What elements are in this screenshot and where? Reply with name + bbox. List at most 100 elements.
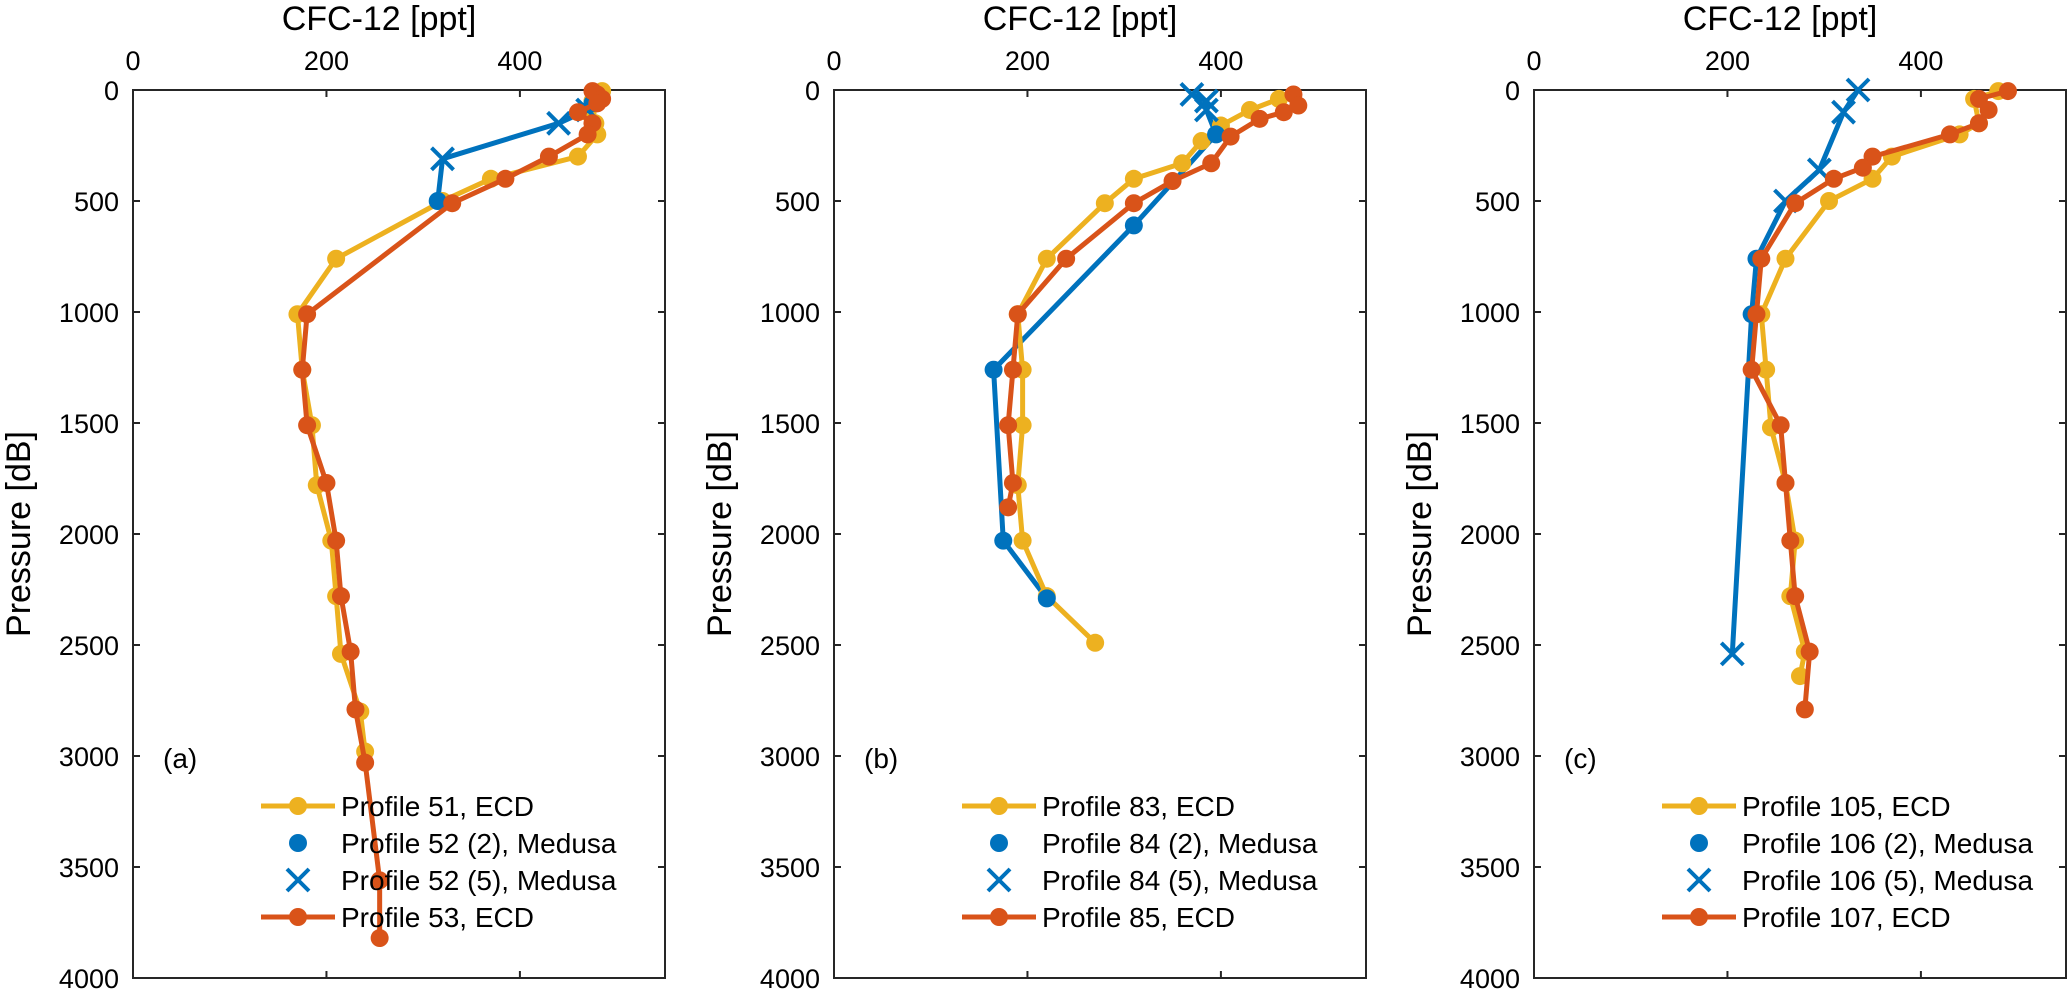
legend-entry: Profile 83, ECD xyxy=(1042,791,1235,822)
legend-entry: Profile 51, ECD xyxy=(341,791,534,822)
legend-entry: Profile 85, ECD xyxy=(1042,902,1235,933)
legend-marker xyxy=(289,834,307,852)
data-point xyxy=(1008,305,1027,324)
data-point xyxy=(1795,700,1814,719)
x-axis-title: CFC-12 [ppt] xyxy=(282,0,477,38)
data-point xyxy=(994,531,1013,550)
data-point xyxy=(356,753,375,772)
data-point xyxy=(1207,125,1226,144)
data-point xyxy=(1124,194,1143,213)
y-tick-label: 500 xyxy=(775,187,820,217)
data-point xyxy=(1757,360,1776,379)
panel-label: (c) xyxy=(1564,743,1597,774)
x-tick-label: 400 xyxy=(1198,46,1243,76)
legend-marker xyxy=(986,867,1012,893)
series-line-0 xyxy=(1015,96,1280,645)
y-tick-label: 0 xyxy=(805,76,820,106)
data-point xyxy=(1979,100,1998,119)
y-axis-title: Pressure [dB] xyxy=(701,431,739,637)
data-point xyxy=(539,147,558,166)
data-point-x xyxy=(1845,77,1871,103)
y-tick-label: 3000 xyxy=(1460,742,1520,772)
x-tick-label: 0 xyxy=(826,46,841,76)
data-point-x xyxy=(1193,88,1219,114)
y-tick-label: 3500 xyxy=(760,853,820,883)
y-tick-label: 2500 xyxy=(59,631,119,661)
x-tick-label: 400 xyxy=(497,46,542,76)
legend-entry: Profile 106 (2), Medusa xyxy=(1742,828,2033,859)
data-point xyxy=(1202,154,1221,173)
data-point xyxy=(1173,154,1192,173)
data-point xyxy=(1781,531,1800,550)
data-point xyxy=(298,416,317,435)
y-tick-label: 3500 xyxy=(1460,853,1520,883)
data-point xyxy=(1791,667,1809,686)
x-tick-label: 0 xyxy=(1526,46,1541,76)
data-point xyxy=(496,169,515,188)
panel-a: 0 200 40005001000150020002500300035004000C… xyxy=(0,0,666,990)
data-point xyxy=(1037,249,1056,268)
data-point xyxy=(1820,192,1839,210)
y-tick-label: 2000 xyxy=(59,520,119,550)
data-point xyxy=(1124,216,1143,235)
data-point-x xyxy=(1831,99,1856,125)
data-point xyxy=(568,103,587,122)
y-tick-label: 500 xyxy=(74,187,119,217)
panel-label: (b) xyxy=(864,743,898,774)
data-point xyxy=(1221,127,1240,146)
data-point xyxy=(346,700,365,719)
y-axis-title: Pressure [dB] xyxy=(1401,431,1439,637)
x-axis-title: CFC-12 [ppt] xyxy=(1683,0,1878,38)
data-point xyxy=(327,531,346,550)
y-tick-label: 2500 xyxy=(760,631,820,661)
data-point xyxy=(1250,109,1269,128)
x-tick-label: 0 xyxy=(125,46,140,76)
data-point xyxy=(999,498,1018,517)
data-point xyxy=(1274,103,1293,122)
data-point xyxy=(1776,249,1795,268)
data-point xyxy=(578,125,597,144)
legend-marker xyxy=(289,908,307,926)
x-axis-title: CFC-12 [ppt] xyxy=(983,0,1178,38)
y-axis-title: Pressure [dB] xyxy=(0,431,38,637)
data-point xyxy=(317,473,336,492)
legend-marker xyxy=(1690,797,1708,815)
y-tick-label: 4000 xyxy=(1460,964,1520,990)
data-point xyxy=(1037,589,1056,608)
legend-marker xyxy=(1690,834,1708,852)
data-point xyxy=(1853,158,1872,177)
data-point xyxy=(293,360,312,379)
legend-marker xyxy=(1686,867,1712,893)
data-point xyxy=(1940,125,1959,144)
legend-marker xyxy=(1690,908,1708,926)
data-point xyxy=(428,192,447,210)
medusa-line xyxy=(435,101,595,202)
y-tick-label: 2500 xyxy=(1460,631,1520,661)
data-point xyxy=(1086,633,1105,652)
panel-b: 0 200 40005001000150020002500300035004000C… xyxy=(701,0,1367,990)
data-point xyxy=(1057,249,1076,268)
panel-label: (a) xyxy=(163,743,197,774)
y-tick-label: 3000 xyxy=(59,742,119,772)
legend-marker xyxy=(990,908,1008,926)
legend-marker xyxy=(289,797,307,815)
data-point xyxy=(1289,96,1308,115)
y-tick-label: 4000 xyxy=(760,964,820,990)
legend-entry: Profile 53, ECD xyxy=(341,902,534,933)
y-tick-label: 3000 xyxy=(760,742,820,772)
data-point xyxy=(327,249,346,268)
data-point xyxy=(1003,360,1022,379)
legend-entry: Profile 107, ECD xyxy=(1742,902,1951,933)
data-point xyxy=(1013,416,1032,435)
data-point xyxy=(331,587,350,606)
data-point xyxy=(984,360,1003,379)
legend-entry: Profile 106 (5), Medusa xyxy=(1742,865,2033,896)
data-point xyxy=(1013,531,1032,550)
data-point xyxy=(1824,169,1843,188)
data-point xyxy=(1752,249,1771,268)
data-point xyxy=(1786,587,1805,606)
y-tick-label: 2000 xyxy=(760,520,820,550)
y-tick-label: 4000 xyxy=(59,964,119,990)
legend-entry: Profile 84 (2), Medusa xyxy=(1042,828,1318,859)
